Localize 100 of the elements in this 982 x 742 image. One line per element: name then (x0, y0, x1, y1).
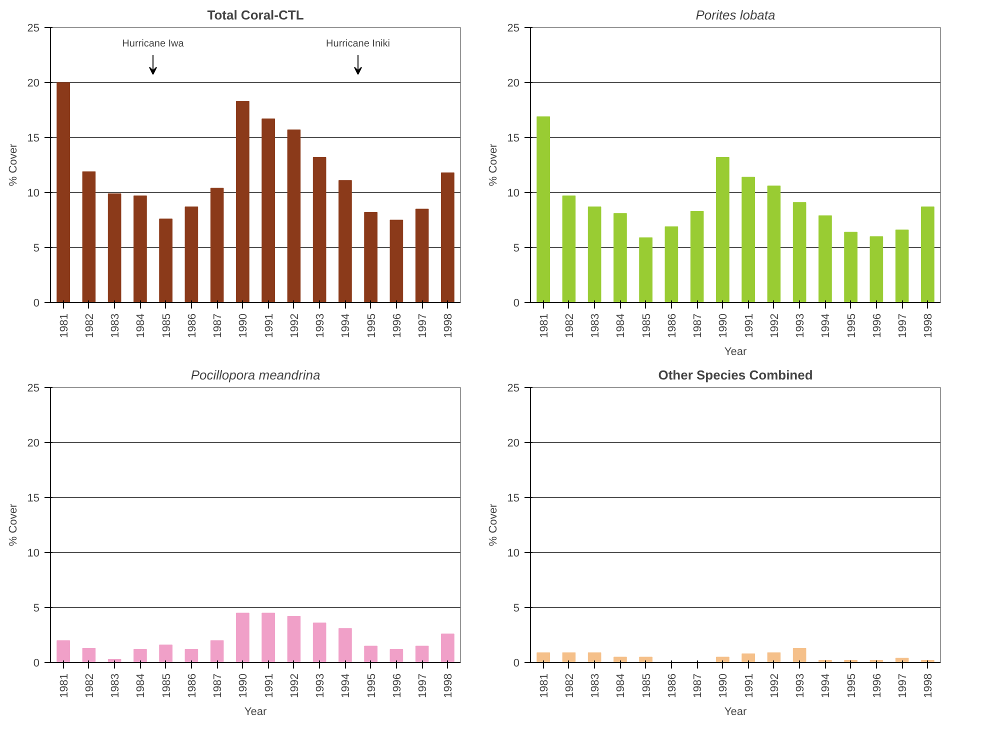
x-tick-label: 1987 (212, 313, 224, 338)
x-tick-label: 1991 (743, 313, 756, 338)
x-tick-label: 1994 (820, 313, 832, 338)
x-tick-label: 1991 (263, 673, 276, 698)
x-tick-label: 1992 (288, 673, 301, 698)
y-tick-label: 0 (513, 658, 520, 670)
y-tick-label: 5 (513, 242, 520, 254)
x-tick-label: 1998 (442, 673, 455, 698)
x-tick-label: 1993 (314, 313, 327, 338)
y-tick-label: 25 (507, 22, 520, 34)
x-tick-label: 1990 (238, 673, 250, 698)
x-tick-label: 1995 (846, 313, 858, 338)
y-tick-label: 10 (507, 188, 520, 200)
y-tick-label: 0 (33, 298, 40, 310)
x-axis-title: Year (244, 706, 267, 718)
x-tick-label: 1995 (846, 673, 858, 698)
chart-title: Total Coral-CTL (207, 8, 304, 22)
y-tick-label: 25 (27, 382, 40, 394)
chart-title: Pocillopora meandrina (190, 368, 320, 382)
y-tick-label: 15 (27, 132, 40, 144)
x-tick-label: 1993 (794, 313, 807, 338)
y-tick-label: 25 (507, 382, 520, 394)
x-tick-label: 1996 (391, 673, 404, 698)
y-tick-label: 5 (33, 602, 40, 614)
x-tick-label: 1983 (590, 313, 602, 338)
x-tick-label: 1991 (743, 673, 756, 698)
x-tick-label: 1987 (692, 673, 704, 698)
x-tick-label: 1982 (564, 673, 576, 698)
annotation: Hurricane Iniki (326, 38, 390, 50)
x-tick-label: 1982 (564, 313, 576, 338)
chart-title: Other Species Combined (658, 368, 813, 382)
y-tick-label: 20 (507, 78, 520, 90)
x-tick-label: 1997 (417, 313, 430, 338)
x-tick-label: 1983 (590, 673, 602, 698)
x-tick-label: 1997 (897, 673, 910, 698)
x-tick-label: 1984 (615, 673, 628, 698)
y-axis-title: % Cover (487, 504, 500, 546)
x-tick-label: 1982 (84, 313, 96, 338)
annotation: Hurricane Iwa (122, 38, 184, 50)
y-tick-label: 15 (27, 492, 40, 504)
x-tick-label: 1996 (871, 313, 884, 338)
y-tick-label: 20 (27, 438, 40, 450)
x-tick-label: 1987 (212, 673, 224, 698)
y-tick-label: 25 (27, 22, 40, 34)
x-tick-label: 1985 (640, 313, 653, 338)
x-tick-label: 1994 (340, 673, 352, 698)
y-tick-label: 10 (27, 188, 40, 200)
x-tick-label: 1990 (718, 673, 730, 698)
x-tick-label: 1981 (538, 313, 550, 338)
x-tick-label: 1994 (340, 313, 352, 338)
y-axis-title: % Cover (487, 144, 500, 186)
x-tick-label: 1981 (58, 673, 70, 698)
x-tick-label: 1996 (391, 313, 404, 338)
x-tick-label: 1990 (718, 313, 730, 338)
x-tick-label: 1986 (186, 673, 198, 698)
x-tick-label: 1998 (442, 313, 455, 338)
y-tick-label: 5 (513, 602, 520, 614)
x-tick-label: 1985 (160, 673, 173, 698)
x-tick-label: 1986 (666, 673, 678, 698)
y-axis-title: % Cover (7, 504, 20, 546)
x-tick-label: 1997 (417, 673, 430, 698)
x-tick-label: 1985 (640, 673, 653, 698)
x-tick-label: 1998 (922, 313, 935, 338)
x-axis-title: Year (724, 706, 747, 718)
x-tick-label: 1984 (135, 673, 148, 698)
y-tick-label: 10 (507, 548, 520, 560)
x-tick-label: 1991 (263, 313, 276, 338)
x-tick-label: 1985 (160, 313, 173, 338)
chart-title: Porites lobata (696, 8, 776, 22)
x-tick-label: 1993 (314, 673, 327, 698)
x-tick-label: 1983 (110, 313, 122, 338)
y-tick-label: 15 (507, 132, 520, 144)
y-tick-label: 10 (27, 548, 40, 560)
x-tick-label: 1995 (366, 673, 378, 698)
x-tick-label: 1981 (538, 673, 550, 698)
x-tick-label: 1994 (820, 673, 832, 698)
y-tick-label: 15 (507, 492, 520, 504)
x-tick-label: 1995 (366, 313, 378, 338)
x-tick-label: 1987 (692, 313, 704, 338)
x-tick-label: 1993 (794, 673, 807, 698)
x-tick-label: 1997 (897, 313, 910, 338)
y-axis-title: % Cover (7, 144, 20, 186)
x-tick-label: 1998 (922, 673, 935, 698)
x-tick-label: 1984 (615, 313, 628, 338)
x-tick-label: 1982 (84, 673, 96, 698)
y-tick-label: 20 (507, 438, 520, 450)
y-tick-label: 0 (33, 658, 40, 670)
x-tick-label: 1983 (110, 673, 122, 698)
x-tick-label: 1992 (768, 313, 781, 338)
y-tick-label: 5 (33, 242, 40, 254)
x-tick-label: 1981 (58, 313, 70, 338)
x-tick-label: 1992 (768, 673, 781, 698)
x-tick-label: 1984 (135, 313, 148, 338)
x-axis-title: Year (724, 346, 747, 358)
x-tick-label: 1996 (871, 673, 884, 698)
y-tick-label: 0 (513, 298, 520, 310)
x-tick-label: 1990 (238, 313, 250, 338)
x-tick-label: 1992 (288, 313, 301, 338)
y-tick-label: 20 (27, 78, 40, 90)
x-tick-label: 1986 (186, 313, 198, 338)
